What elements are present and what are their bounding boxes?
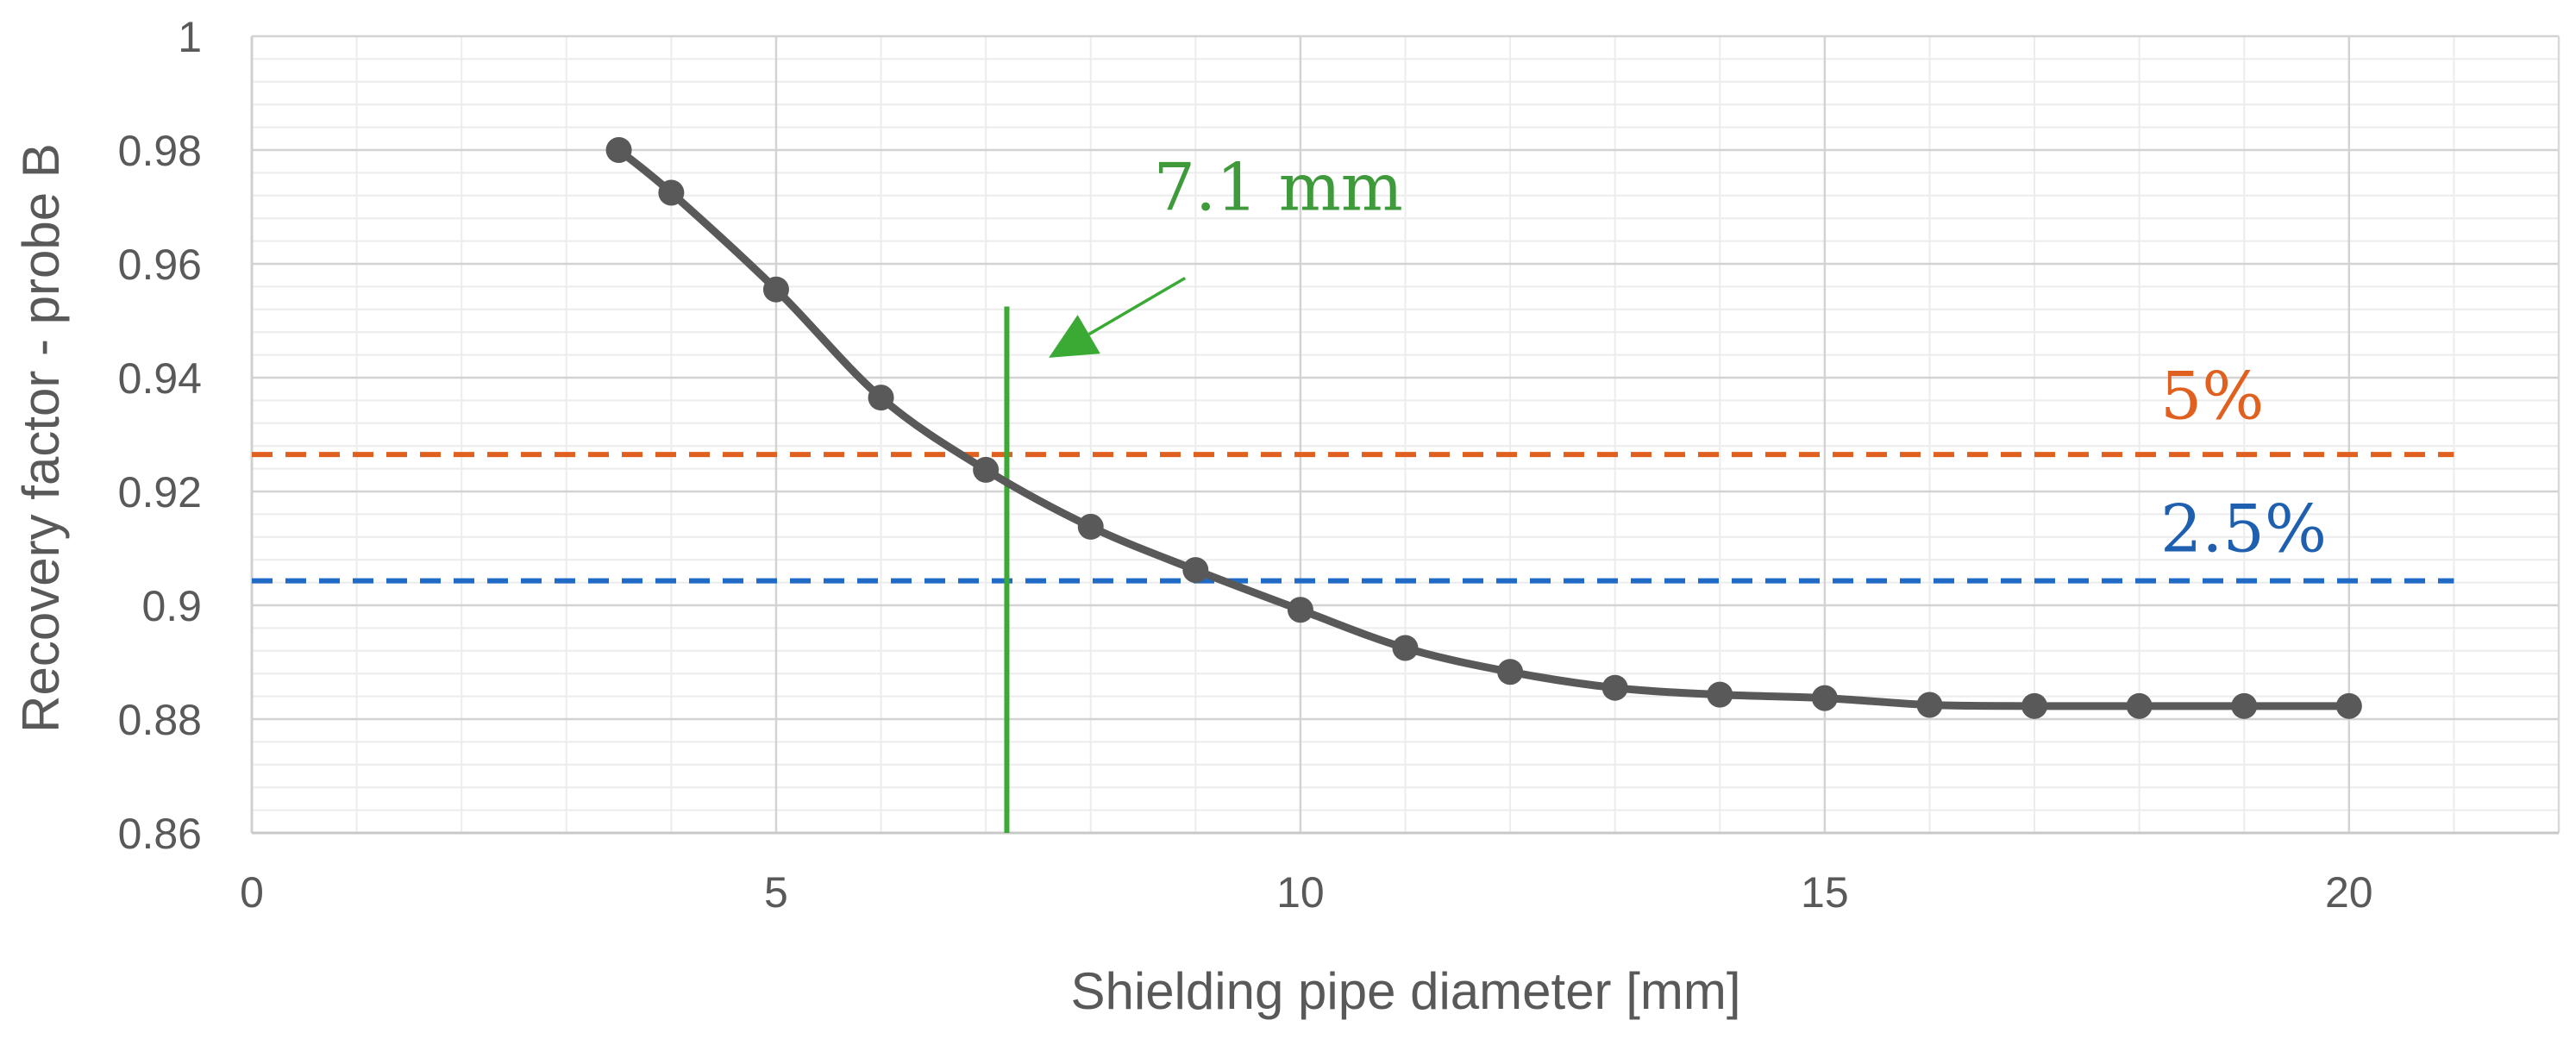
data-point — [1287, 597, 1313, 623]
data-point — [973, 456, 1000, 483]
data-point — [2335, 692, 2362, 719]
y-tick-label: 1 — [178, 13, 202, 61]
x-tick-label: 20 — [2325, 868, 2373, 917]
data-point — [658, 179, 685, 206]
y-tick-label: 0.86 — [118, 810, 202, 858]
y-tick-label: 0.92 — [118, 468, 202, 516]
annotation-label: 7.1 mm — [1154, 148, 1403, 225]
annotation-label: 2.5% — [2160, 490, 2327, 566]
data-point — [868, 385, 894, 411]
data-point — [1077, 513, 1104, 540]
x-axis-title: Shielding pipe diameter [mm] — [1070, 962, 1740, 1020]
y-axis-tick-labels: 0.86 0.88 0.9 0.92 0.94 0.96 0.98 1 — [118, 13, 202, 858]
minor-gridlines — [252, 36, 2559, 833]
annotation-arrow-head — [1049, 315, 1100, 358]
data-point — [1707, 681, 1733, 708]
x-axis-tick-labels: 0 5 10 15 20 — [240, 868, 2373, 917]
data-point — [1182, 557, 1209, 584]
x-tick-label: 5 — [764, 868, 788, 917]
x-tick-label: 15 — [1801, 868, 1849, 917]
y-tick-label: 0.96 — [118, 241, 202, 289]
y-tick-label: 0.9 — [141, 582, 202, 630]
x-tick-label: 0 — [240, 868, 264, 917]
data-point — [1497, 659, 1524, 685]
data-point — [1392, 635, 1419, 661]
y-axis-title: Recovery factor - probe B — [12, 143, 70, 733]
x-tick-label: 10 — [1276, 868, 1325, 917]
data-point — [2021, 692, 2048, 719]
y-tick-label: 0.98 — [118, 127, 202, 175]
annotations: 7.1 mm 5% 2.5% — [1049, 148, 2327, 566]
data-point — [1916, 692, 1943, 718]
data-point — [1811, 685, 1838, 711]
data-point — [1601, 674, 1628, 701]
reference-lines — [252, 306, 2454, 833]
annotation-label: 5% — [2160, 358, 2265, 435]
annotation-arrow-line — [1087, 276, 1187, 336]
series-layer — [605, 137, 2362, 719]
data-point — [2126, 692, 2153, 719]
series-line-0 — [615, 146, 2353, 710]
plot-area — [250, 36, 2560, 835]
data-point — [762, 276, 789, 303]
data-point — [605, 137, 632, 163]
data-point — [2231, 692, 2258, 719]
y-tick-label: 0.94 — [118, 354, 202, 403]
y-tick-label: 0.88 — [118, 696, 202, 744]
